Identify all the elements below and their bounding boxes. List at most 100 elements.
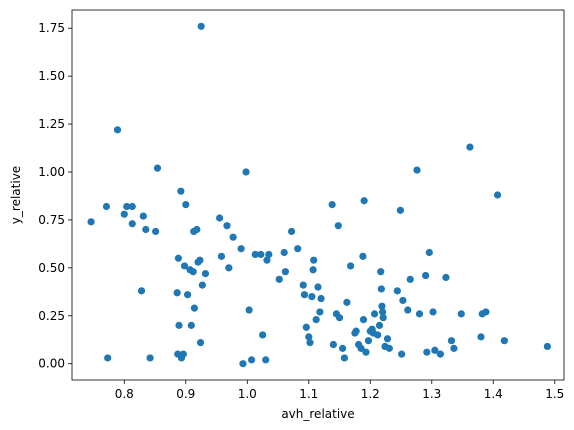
data-point-116: [447, 337, 456, 345]
data-point-68: [317, 294, 325, 303]
data-point-11: [146, 354, 154, 362]
data-point-111: [425, 248, 433, 257]
data-point-91: [374, 331, 382, 339]
data-point-35: [201, 270, 210, 278]
data-point-13: [153, 164, 162, 172]
data-point-8: [137, 287, 146, 295]
data-point-113: [431, 346, 439, 354]
data-point-34: [198, 281, 206, 289]
x-tick-label-6: 1.4: [484, 387, 503, 401]
data-point-44: [245, 306, 253, 314]
points-layer: [87, 22, 551, 368]
data-point-59: [302, 323, 310, 331]
x-tick-label-3: 1.1: [299, 387, 318, 401]
data-point-85: [362, 348, 370, 356]
data-point-26: [189, 268, 197, 276]
y-tick-label-3: 0.75: [38, 213, 65, 227]
data-point-2: [104, 354, 112, 362]
data-point-53: [280, 248, 288, 257]
data-point-1: [102, 202, 111, 211]
data-point-60: [305, 333, 313, 341]
data-point-95: [378, 302, 386, 310]
data-point-62: [308, 293, 316, 301]
data-point-69: [328, 200, 336, 209]
y-tick-label-2: 0.50: [38, 261, 65, 275]
data-point-9: [139, 212, 147, 220]
data-point-118: [457, 310, 465, 318]
x-tick-label-2: 1.0: [238, 387, 257, 401]
data-point-67: [316, 308, 324, 316]
data-point-70: [329, 340, 337, 349]
data-point-125: [543, 342, 551, 351]
data-point-112: [429, 308, 437, 316]
data-point-29: [193, 225, 201, 234]
data-point-92: [375, 321, 384, 329]
x-tick-label-7: 1.5: [545, 387, 564, 401]
data-point-81: [357, 344, 365, 352]
data-point-10: [142, 225, 150, 234]
data-point-104: [399, 296, 407, 305]
data-point-122: [482, 308, 490, 316]
data-point-65: [312, 316, 320, 324]
data-point-42: [239, 360, 247, 368]
data-point-46: [251, 250, 259, 259]
data-point-94: [377, 285, 385, 293]
y-tick-label-7: 1.75: [38, 21, 65, 35]
data-point-123: [493, 191, 502, 199]
data-point-37: [217, 252, 226, 260]
data-point-45: [247, 356, 256, 364]
data-point-77: [347, 262, 355, 270]
data-point-106: [406, 275, 414, 283]
x-tick-label-4: 1.2: [361, 387, 380, 401]
data-point-48: [259, 331, 267, 339]
data-point-36: [216, 214, 224, 222]
data-point-12: [152, 227, 160, 236]
data-point-57: [299, 281, 307, 289]
y-axis-label: y_relative: [9, 166, 23, 224]
y-tick-label-1: 0.25: [38, 309, 65, 323]
data-point-120: [477, 333, 485, 341]
data-point-3: [113, 126, 122, 134]
plot-frame: [71, 9, 565, 381]
data-point-0: [87, 218, 95, 226]
data-point-15: [174, 254, 182, 262]
data-point-96: [378, 308, 387, 316]
data-point-74: [339, 344, 347, 352]
data-point-84: [360, 197, 368, 205]
data-point-58: [300, 291, 309, 299]
data-point-7: [128, 220, 136, 228]
data-point-108: [415, 310, 424, 318]
data-point-32: [197, 22, 205, 30]
data-point-18: [177, 187, 185, 195]
data-point-33: [196, 339, 205, 347]
y-tick-label-6: 1.50: [38, 69, 65, 83]
data-point-50: [263, 256, 271, 264]
data-point-14: [173, 289, 181, 297]
data-point-107: [413, 166, 421, 174]
data-point-51: [265, 250, 273, 259]
data-point-49: [262, 356, 270, 364]
data-point-86: [364, 337, 373, 345]
data-point-43: [242, 168, 250, 176]
data-point-110: [423, 348, 431, 356]
data-point-119: [466, 143, 474, 151]
y-tick-label-0: 0.00: [38, 357, 65, 371]
data-point-20: [179, 350, 187, 358]
x-tick-label-0: 0.8: [115, 387, 134, 401]
data-point-40: [229, 233, 237, 241]
data-point-31: [196, 256, 204, 264]
y-tick-label-5: 1.25: [38, 117, 65, 131]
data-point-54: [281, 268, 290, 276]
data-point-83: [359, 316, 368, 324]
x-tick-label-1: 0.9: [176, 387, 195, 401]
y-tick-label-4: 1.00: [38, 165, 65, 179]
data-point-109: [422, 271, 430, 280]
data-point-22: [182, 200, 190, 209]
data-point-47: [257, 250, 265, 259]
data-point-64: [310, 256, 318, 264]
data-point-38: [223, 222, 231, 230]
data-point-6: [128, 202, 136, 211]
data-point-117: [450, 344, 458, 352]
axes-layer: 0.8 0.9 1.0 1.1 1.2 1.3 1.4 1.5 0.00 0.25 0.50 0.75…: [38, 9, 565, 401]
